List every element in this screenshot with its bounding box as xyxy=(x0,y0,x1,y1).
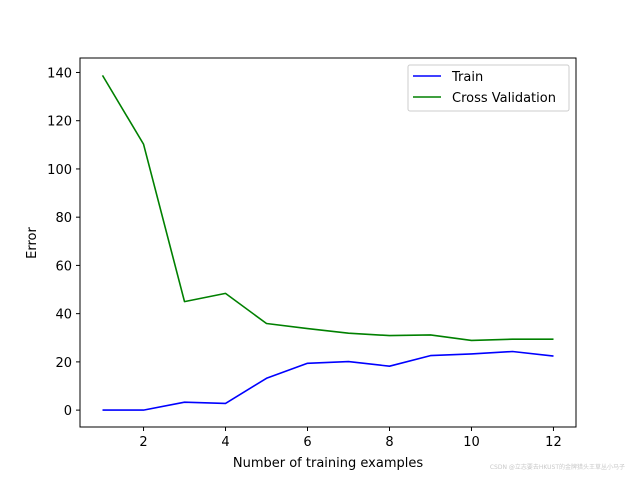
x-tick-label: 12 xyxy=(545,435,562,450)
x-tick-label: 6 xyxy=(303,435,311,450)
y-tick-label: 40 xyxy=(55,308,72,323)
plot-area xyxy=(79,57,577,428)
x-axis: 2 4 6 8 10 12 xyxy=(139,427,562,450)
legend: Train Cross Validation xyxy=(407,64,570,112)
y-tick-label: 120 xyxy=(47,115,72,130)
series-line-cross-validation xyxy=(101,74,554,342)
y-tick-label: 20 xyxy=(55,356,72,371)
watermark: CSDN @立志要去HKUST的金牌猎头王草丛小马子 xyxy=(489,464,625,471)
y-tick-label: 60 xyxy=(55,259,72,274)
x-tick-label: 10 xyxy=(463,435,480,450)
x-tick-label: 4 xyxy=(221,435,229,450)
x-tick-label: 8 xyxy=(385,435,393,450)
y-axis-label: Error xyxy=(25,227,40,259)
y-axis: 0 20 40 60 80 100 120 140 xyxy=(47,66,80,419)
legend-label-cross-validation: Cross Validation xyxy=(452,91,556,106)
series-group xyxy=(101,74,554,411)
y-tick-label: 80 xyxy=(55,211,72,226)
x-tick-label: 2 xyxy=(139,435,147,450)
y-tick-label: 100 xyxy=(47,163,72,178)
x-axis-label: Number of training examples xyxy=(233,456,423,471)
legend-label-train: Train xyxy=(451,70,483,85)
y-tick-label: 140 xyxy=(47,66,72,81)
y-tick-label: 0 xyxy=(64,404,72,419)
series-line-train xyxy=(102,350,554,411)
legend-box xyxy=(407,64,570,112)
